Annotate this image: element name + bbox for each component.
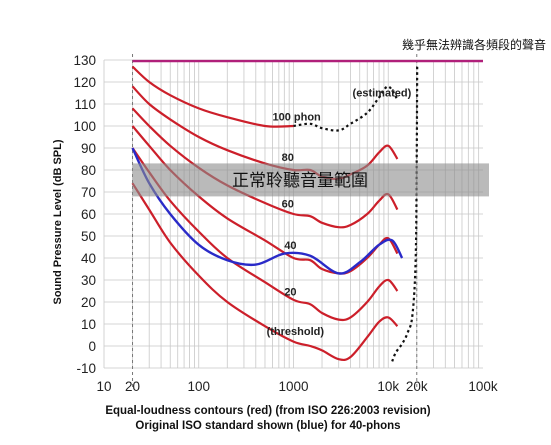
y-tick-label: 110 — [74, 97, 96, 112]
x-tick-label: 20k — [406, 379, 428, 394]
band-annotation: 正常聆聽音量範圍 — [232, 171, 368, 191]
caption-line-2: Original ISO standard shown (blue) for 4… — [135, 420, 400, 432]
y-axis-label: Sound Pressure Level (dB SPL) — [52, 139, 64, 304]
x-tick-label: 1000 — [278, 379, 308, 394]
x-tick-label: 20 — [125, 379, 140, 394]
y-tick-label: 100 — [73, 119, 96, 134]
label-40: 40 — [284, 240, 296, 252]
top-annotation: 幾乎無法辨識各頻段的聲音 — [402, 37, 546, 52]
contour-20-phon — [131, 147, 399, 322]
y-tick-label: 70 — [81, 185, 96, 200]
contour-100-phon — [131, 65, 294, 128]
y-tick-label: 90 — [81, 141, 96, 156]
x-tick-label: 10 — [96, 379, 111, 394]
grid — [103, 54, 483, 388]
label-60: 60 — [282, 198, 294, 210]
label-threshold: (threshold) — [267, 326, 325, 338]
contour-threshold — [131, 182, 399, 362]
x-tick-label: 100k — [468, 379, 498, 394]
label-estimated: (estimated) — [353, 87, 412, 99]
y-tick-label: 60 — [81, 207, 96, 222]
y-tick-label: 50 — [81, 229, 96, 244]
y-tick-label: 20 — [81, 295, 96, 310]
x-tick-label: 10k — [377, 379, 399, 394]
contour-100-phon-estimated — [293, 85, 399, 132]
y-tick-label: -10 — [76, 361, 96, 376]
label-20: 20 — [284, 286, 296, 298]
y-tick-label: 0 — [88, 339, 96, 354]
y-tick-label: 120 — [73, 75, 96, 90]
y-tick-label: 80 — [81, 163, 96, 178]
x-axis-ticks: 10 20 100 1000 10k 20k 100k — [96, 379, 497, 394]
y-tick-label: 30 — [81, 273, 96, 288]
y-tick-label: 130 — [73, 53, 96, 68]
high-frequency-limit-dotted — [391, 64, 419, 362]
x-tick-label: 100 — [187, 379, 210, 394]
contour-60-phon — [131, 107, 399, 229]
normal-listening-band — [132, 163, 490, 197]
label-80: 80 — [282, 152, 294, 164]
contour-iso-original-40 — [131, 147, 404, 275]
y-tick-label: 40 — [81, 251, 96, 266]
label-100-phon: 100 phon — [272, 112, 321, 124]
caption-line-1: Equal-loudness contours (red) (from ISO … — [105, 405, 430, 417]
y-tick-label: 10 — [81, 317, 96, 332]
